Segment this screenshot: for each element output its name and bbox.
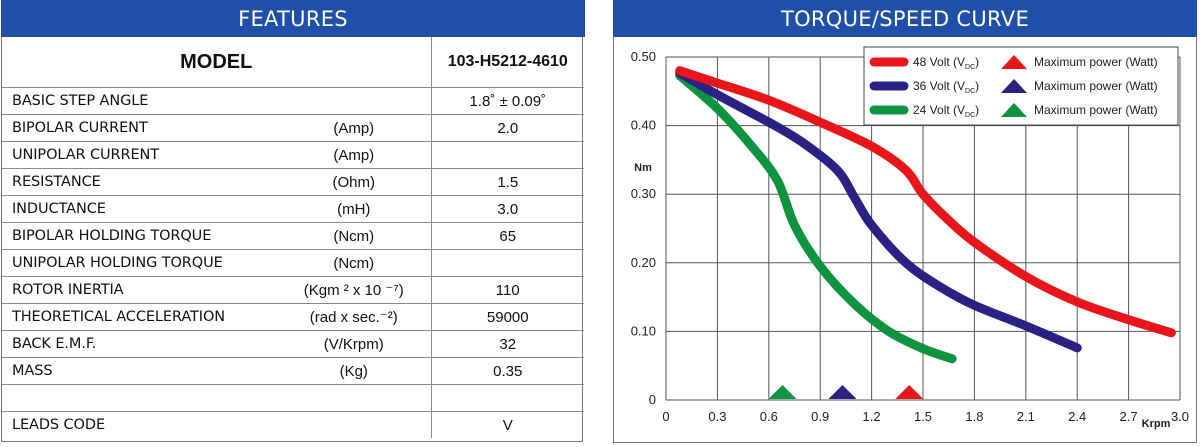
- table-row: UNIPOLAR CURRENT (Amp): [2, 141, 584, 169]
- x-tick-label: 2.4: [1068, 409, 1086, 424]
- x-tick-label: 0.9: [811, 409, 829, 424]
- row-unit: [277, 87, 431, 115]
- row-name: BIPOLAR HOLDING TORQUE: [2, 222, 277, 250]
- row-value: 1.8˚ ± 0.09˚: [430, 87, 584, 115]
- row-value: [430, 141, 584, 169]
- model-label: MODEL: [2, 37, 431, 88]
- max-power-marker-24-volt: [768, 385, 797, 399]
- x-axis-label: Krpm: [1142, 418, 1171, 430]
- legend-triangle-24-volt: [1001, 103, 1027, 117]
- row-name: BASIC STEP ANGLE: [2, 87, 277, 115]
- table-row-empty: [2, 384, 584, 412]
- table-row: BACK E.M.F. (V/Krpm) 32: [2, 330, 584, 358]
- row-name: LEADS CODE: [12, 417, 106, 433]
- table-row: ROTOR INERTIA (Kgm ² x 10 ⁻⁷) 110: [2, 276, 584, 304]
- row-unit: (Ohm): [277, 168, 431, 196]
- row-name: MASS: [2, 357, 277, 385]
- features-title: FEATURES: [1, 0, 585, 37]
- x-tick-label: 0.6: [760, 409, 778, 424]
- row-name: THEORETICAL ACCELERATION: [2, 303, 277, 331]
- legend-label-48-volt: 48 Volt (VDC): [913, 55, 979, 71]
- torque-speed-chart: 0 0.3 0.6 0.9 1.2 1.5 1.8 2.1 2.4 2.7 3.0 0 0.10 0.20…: [631, 46, 1189, 430]
- y-tick-label: 0.50: [631, 49, 656, 64]
- table-row: BASIC STEP ANGLE 1.8˚ ± 0.09˚: [2, 87, 584, 115]
- row-unit: (Ncm): [277, 222, 431, 250]
- row-unit: (Amp): [277, 114, 431, 142]
- y-axis-label: Nm: [634, 162, 652, 174]
- legend-label-24-volt: 24 Volt (VDC): [913, 103, 979, 119]
- row-value: 3.0: [430, 195, 584, 223]
- curve-36-volt: [675, 68, 1082, 353]
- row-name: [2, 384, 277, 412]
- legend-max-power-label: Maximum power (Watt): [1034, 103, 1158, 117]
- row-unit: (rad x sec.⁻²): [277, 303, 431, 331]
- row-name: UNIPOLAR HOLDING TORQUE: [2, 249, 277, 277]
- row-unit: (Amp): [277, 141, 431, 169]
- row-unit: (Kg): [277, 357, 431, 385]
- row-value: 110: [430, 276, 584, 304]
- row-name: BIPOLAR CURRENT: [2, 114, 277, 142]
- row-unit: [277, 384, 431, 412]
- row-name: ROTOR INERTIA: [2, 276, 277, 304]
- chart-title: TORQUE/SPEED CURVE: [613, 0, 1197, 37]
- row-name: INDUCTANCE: [2, 195, 277, 223]
- table-row: RESISTANCE (Ohm) 1.5: [2, 168, 584, 196]
- max-power-marker-48-volt: [895, 385, 924, 399]
- table-row: BIPOLAR HOLDING TORQUE (Ncm) 65: [2, 222, 584, 250]
- table-row: LEADS CODE V: [2, 411, 584, 439]
- x-tick-label: 1.8: [965, 409, 983, 424]
- curve-24-volt: [675, 71, 957, 364]
- row-unit: (V/Krpm): [277, 330, 431, 358]
- row-unit: [277, 412, 431, 439]
- row-value: [430, 384, 584, 412]
- row-value: [430, 249, 584, 277]
- max-power-marker-36-volt: [828, 385, 857, 399]
- row-name: RESISTANCE: [2, 168, 277, 196]
- features-table-box: MODEL 103-H5212-4610 BASIC STEP ANGLE 1.8…: [1, 37, 584, 442]
- row-name: UNIPOLAR CURRENT: [2, 141, 277, 169]
- row-unit: (mH): [277, 195, 431, 223]
- legend-max-power-label: Maximum power (Watt): [1034, 55, 1158, 69]
- features-panel: FEATURES MODEL 103-H5212-4610 BASIC STEP…: [1, 0, 585, 443]
- x-tick-label: 0: [662, 409, 669, 424]
- row-value: 65: [430, 222, 584, 250]
- x-tick-label: 2.1: [1017, 409, 1035, 424]
- row-value: V: [430, 411, 584, 438]
- chart-panel: TORQUE/SPEED CURVE 0 0.3 0.6 0.9 1.2 1.5 1.8 2.…: [613, 0, 1197, 443]
- row-unit: (Ncm): [277, 249, 431, 277]
- table-row: MASS (Kg) 0.35: [2, 357, 584, 385]
- table-row: BIPOLAR CURRENT (Amp) 2.0: [2, 114, 584, 142]
- x-tick-label: 0.3: [708, 409, 726, 424]
- y-tick-label: 0.30: [631, 186, 656, 201]
- chart-box: 0 0.3 0.6 0.9 1.2 1.5 1.8 2.1 2.4 2.7 3.0 0 0.10 0.20…: [613, 37, 1197, 443]
- table-row: UNIPOLAR HOLDING TORQUE (Ncm): [2, 249, 584, 277]
- row-value: 32: [430, 330, 584, 358]
- y-tick-label: 0.20: [631, 255, 656, 270]
- model-row: MODEL 103-H5212-4610: [2, 37, 584, 88]
- features-table: MODEL 103-H5212-4610 BASIC STEP ANGLE 1.8…: [2, 37, 584, 438]
- legend-label-36-volt: 36 Volt (VDC): [913, 79, 979, 95]
- x-tick-label: 2.7: [1120, 409, 1138, 424]
- x-tick-label: 3.0: [1171, 409, 1189, 424]
- row-value: 2.0: [430, 114, 584, 142]
- model-value: 103-H5212-4610: [430, 37, 584, 88]
- legend-max-power-label: Maximum power (Watt): [1034, 79, 1158, 93]
- row-unit: (Kgm ² x 10 ⁻⁷): [277, 276, 431, 304]
- row-value: 0.35: [430, 357, 584, 385]
- table-row: INDUCTANCE (mH) 3.0: [2, 195, 584, 223]
- y-tick-label: 0: [649, 392, 656, 407]
- row-value: 1.5: [430, 168, 584, 196]
- row-name: BACK E.M.F.: [2, 330, 277, 358]
- legend-triangle-48-volt: [1001, 55, 1027, 69]
- row-value: 59000: [430, 303, 584, 331]
- curve-48-volt: [675, 66, 1176, 338]
- x-tick-label: 1.5: [914, 409, 932, 424]
- table-row: THEORETICAL ACCELERATION (rad x sec.⁻²) 59…: [2, 303, 584, 331]
- y-tick-label: 0.40: [631, 118, 656, 133]
- x-tick-label: 1.2: [863, 409, 881, 424]
- y-tick-label: 0.10: [631, 323, 656, 338]
- legend-triangle-36-volt: [1001, 79, 1027, 93]
